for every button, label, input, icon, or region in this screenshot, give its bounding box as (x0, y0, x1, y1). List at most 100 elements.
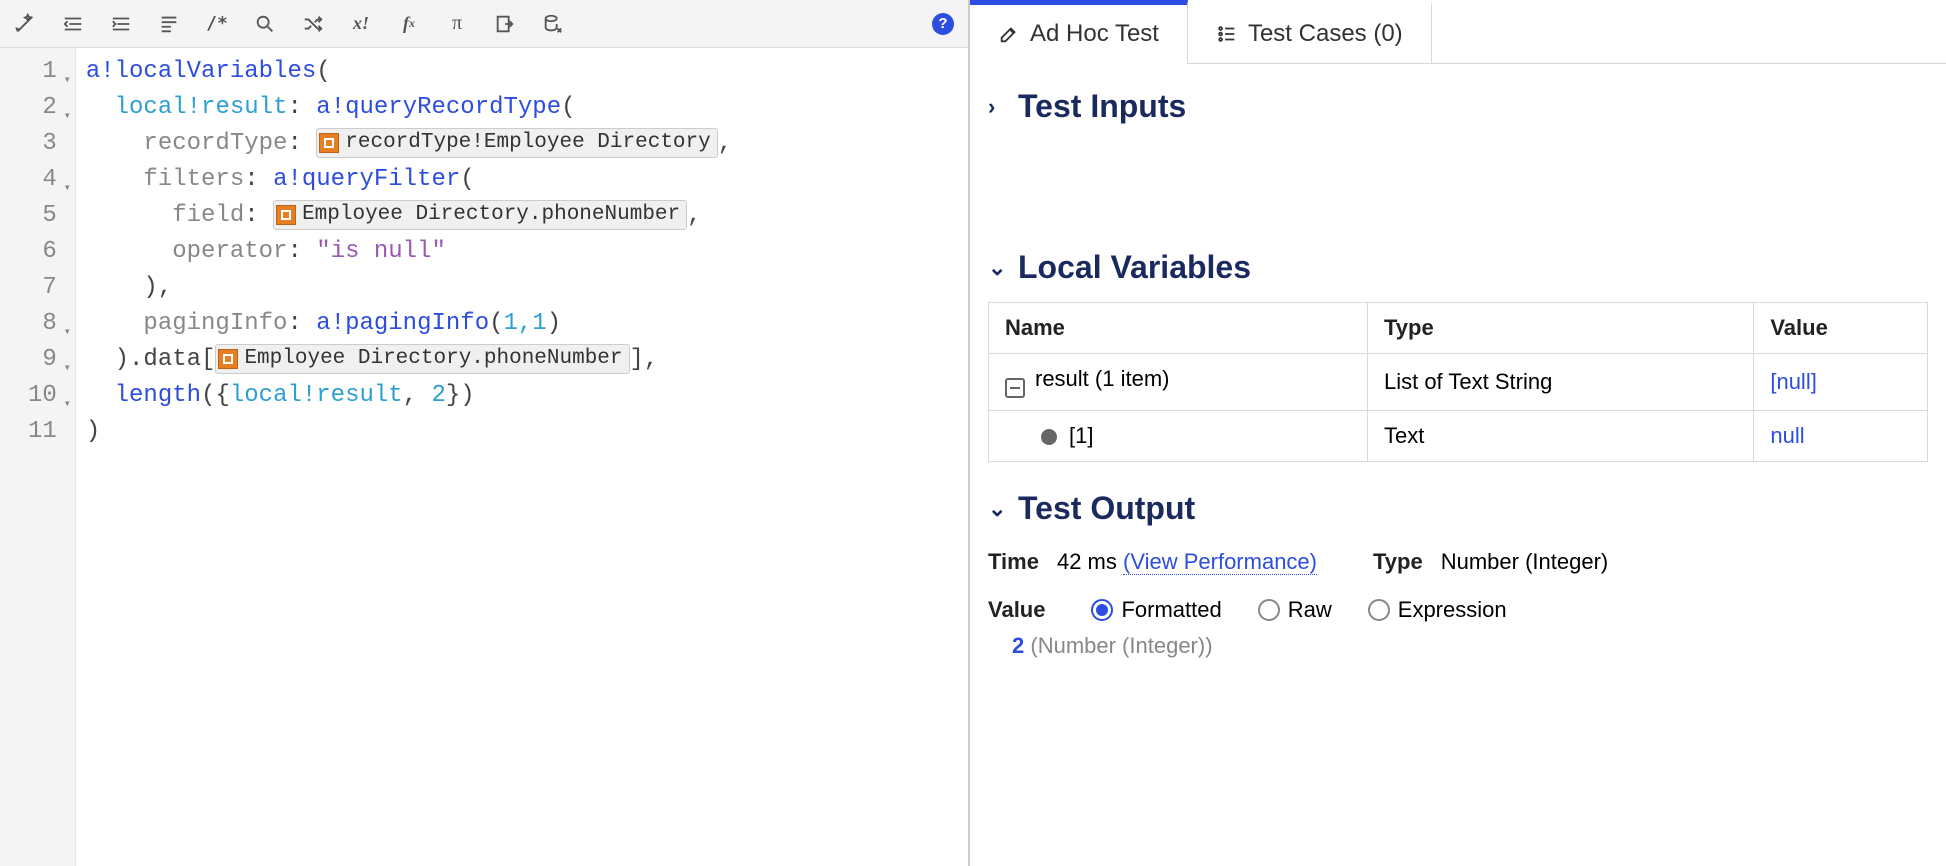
code-token: length (115, 382, 201, 409)
chip-label: Employee Directory.phoneNumber (302, 201, 680, 229)
code-token: 2 (432, 382, 446, 409)
radio-raw[interactable]: Raw (1258, 597, 1332, 623)
type-label: Type (1373, 549, 1423, 575)
radio-expression[interactable]: Expression (1368, 597, 1507, 623)
line-number: 2 (28, 90, 69, 126)
line-number: 4 (28, 162, 69, 198)
table-row[interactable]: result (1 item) List of Text String [nul… (989, 354, 1928, 411)
shuffle-icon[interactable] (300, 11, 326, 37)
test-pane: Ad Hoc Test Test Cases (0) › Test Inputs… (970, 0, 1946, 866)
section-local-variables[interactable]: ⌄ Local Variables (988, 249, 1928, 286)
code-content[interactable]: a!localVariables( local!result: a!queryR… (76, 48, 742, 866)
code-editor[interactable]: 1 2 3 4 5 6 7 8 9 10 11 a!localVariables… (0, 48, 968, 866)
tab-adhoc-test[interactable]: Ad Hoc Test (970, 0, 1188, 64)
test-body: › Test Inputs ⌄ Local Variables Name Typ… (970, 64, 1946, 679)
section-test-inputs[interactable]: › Test Inputs (988, 88, 1928, 125)
tab-label: Test Cases (0) (1248, 20, 1403, 48)
record-icon (319, 133, 339, 153)
time-label: Time (988, 549, 1039, 575)
col-value: Value (1754, 303, 1928, 354)
line-number: 11 (28, 414, 69, 450)
line-number: 10 (28, 378, 69, 414)
record-field-chip[interactable]: Employee Directory.phoneNumber (215, 344, 629, 374)
cell-type: List of Text String (1367, 354, 1753, 411)
line-number: 6 (28, 234, 69, 270)
line-number: 7 (28, 270, 69, 306)
editor-pane: /* x! fx π ? 1 2 3 4 5 6 7 8 9 10 11 a!l… (0, 0, 970, 866)
line-number: 9 (28, 342, 69, 378)
line-gutter: 1 2 3 4 5 6 7 8 9 10 11 (0, 48, 76, 866)
line-number: 1 (28, 54, 69, 90)
radio-label: Expression (1398, 597, 1507, 623)
radio-label: Formatted (1121, 597, 1221, 623)
record-icon (276, 205, 296, 225)
section-test-output[interactable]: ⌄ Test Output (988, 490, 1928, 527)
fx-icon[interactable]: fx (396, 11, 422, 37)
list-icon (1216, 23, 1238, 45)
collapse-icon[interactable] (1005, 378, 1025, 398)
code-token: a!localVariables (86, 58, 316, 85)
line-number: 8 (28, 306, 69, 342)
chip-label: recordType!Employee Directory (345, 129, 710, 157)
local-variables-table: Name Type Value result (1 item) List of … (988, 302, 1928, 462)
radio-label: Raw (1288, 597, 1332, 623)
section-title: Test Inputs (1018, 88, 1186, 125)
database-icon[interactable] (540, 11, 566, 37)
cell-name: result (1 item) (1035, 366, 1169, 391)
result-number: 2 (1012, 633, 1024, 658)
search-icon[interactable] (252, 11, 278, 37)
code-token: a!queryRecordType (316, 94, 561, 121)
output-result: 2 (Number (Integer)) (988, 633, 1928, 659)
code-token: local!result (115, 94, 288, 121)
code-token: "is null" (316, 238, 446, 265)
code-token: field (172, 202, 244, 229)
help-icon[interactable]: ? (932, 13, 954, 35)
line-number: 5 (28, 198, 69, 234)
time-value: 42 ms (View Performance) (1057, 549, 1317, 575)
result-type: (Number (Integer)) (1030, 633, 1212, 658)
edit-icon (998, 23, 1020, 45)
code-token: 1,1 (504, 310, 547, 337)
cell-value[interactable]: [null] (1770, 369, 1816, 394)
code-token: filters (143, 166, 244, 193)
section-title: Local Variables (1018, 249, 1251, 286)
value-label: Value (988, 597, 1045, 623)
radio-formatted[interactable]: Formatted (1091, 597, 1221, 623)
editor-toolbar: /* x! fx π ? (0, 0, 968, 48)
record-field-chip[interactable]: Employee Directory.phoneNumber (273, 200, 687, 230)
code-token: .data (129, 346, 201, 373)
record-type-chip[interactable]: recordType!Employee Directory (316, 128, 717, 158)
magic-wand-icon[interactable] (12, 11, 38, 37)
view-performance-link[interactable]: (View Performance) (1123, 549, 1317, 575)
record-icon (218, 349, 238, 369)
tab-label: Ad Hoc Test (1030, 20, 1159, 48)
export-icon[interactable] (492, 11, 518, 37)
output-meta-row: Time 42 ms (View Performance) Type Numbe… (988, 549, 1928, 575)
x-exclaim-icon[interactable]: x! (348, 11, 374, 37)
comment-icon[interactable]: /* (204, 11, 230, 37)
chevron-down-icon: ⌄ (988, 496, 1012, 522)
pi-icon[interactable]: π (444, 11, 470, 37)
code-token: pagingInfo (143, 310, 287, 337)
indent-icon[interactable] (108, 11, 134, 37)
line-number: 3 (28, 126, 69, 162)
code-token: operator (172, 238, 287, 265)
cell-value[interactable]: null (1770, 423, 1804, 448)
table-row[interactable]: [1] Text null (989, 411, 1928, 462)
cell-name: [1] (1069, 423, 1093, 448)
section-title: Test Output (1018, 490, 1195, 527)
col-type: Type (1367, 303, 1753, 354)
chip-label: Employee Directory.phoneNumber (244, 345, 622, 373)
code-token: a!pagingInfo (316, 310, 489, 337)
output-value-row: Value Formatted Raw Expression (988, 597, 1928, 623)
code-token: a!queryFilter (273, 166, 460, 193)
outdent-icon[interactable] (60, 11, 86, 37)
tab-strip: Ad Hoc Test Test Cases (0) (970, 0, 1946, 64)
col-name: Name (989, 303, 1368, 354)
chevron-right-icon: › (988, 94, 1012, 120)
type-value: Number (Integer) (1441, 549, 1609, 575)
tab-test-cases[interactable]: Test Cases (0) (1188, 0, 1432, 63)
code-token: local!result (230, 382, 403, 409)
code-token: recordType (143, 130, 287, 157)
format-icon[interactable] (156, 11, 182, 37)
